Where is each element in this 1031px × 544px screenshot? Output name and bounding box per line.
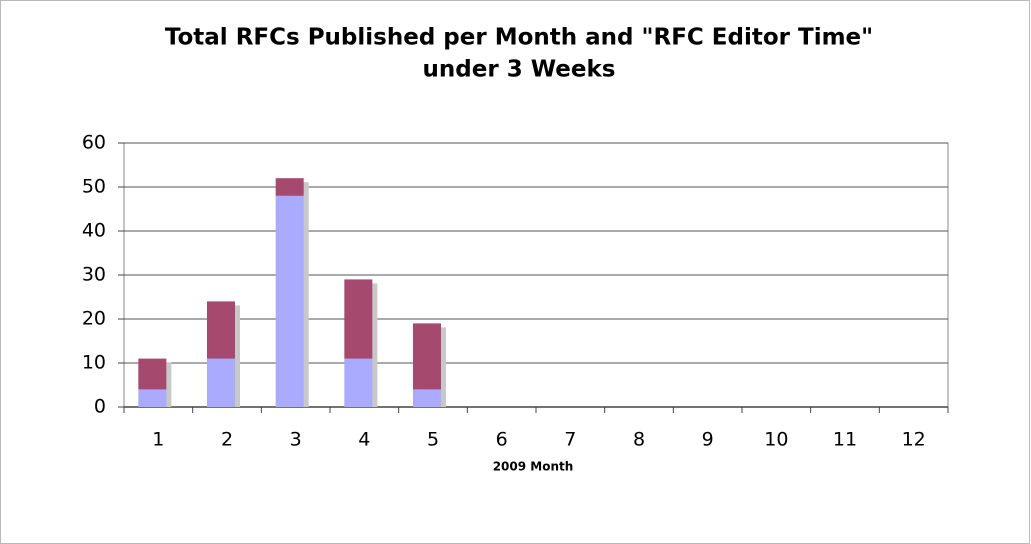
x-tick-label: 10	[764, 429, 788, 451]
x-tick-label: 4	[358, 429, 370, 451]
bar-segment	[344, 279, 373, 359]
x-tick-label: 2	[221, 429, 233, 451]
x-axis-label: 2009 Month	[493, 460, 574, 474]
bar-segment	[207, 301, 235, 359]
x-tick-label: 5	[427, 429, 439, 451]
bar-segment	[275, 178, 304, 196]
y-tick-label: 40	[82, 220, 106, 242]
y-tick-label: 30	[82, 264, 106, 286]
x-tick-label: 11	[833, 429, 857, 451]
chart-title: Total RFCs Published per Month and "RFC …	[165, 25, 873, 51]
y-tick-label: 50	[82, 176, 106, 198]
chart-title: under 3 Weeks	[423, 57, 616, 83]
x-tick-label: 9	[702, 429, 714, 451]
y-tick-label: 20	[82, 308, 106, 330]
x-tick-label: 1	[152, 429, 164, 451]
bar-segment	[138, 389, 167, 407]
bar-segment	[207, 358, 235, 407]
y-tick-label: 60	[82, 132, 106, 154]
bar-segment	[344, 358, 373, 407]
bar-segment	[413, 389, 441, 407]
bar-segment	[275, 195, 304, 407]
bar-segment	[138, 358, 167, 390]
x-tick-label: 7	[564, 429, 576, 451]
x-tick-label: 6	[496, 429, 508, 451]
x-tick-label: 8	[633, 429, 645, 451]
x-tick-label: 3	[290, 429, 302, 451]
bar-segment	[413, 323, 441, 390]
x-tick-label: 12	[902, 429, 926, 451]
y-tick-label: 0	[94, 396, 106, 418]
y-tick-label: 10	[82, 352, 106, 374]
